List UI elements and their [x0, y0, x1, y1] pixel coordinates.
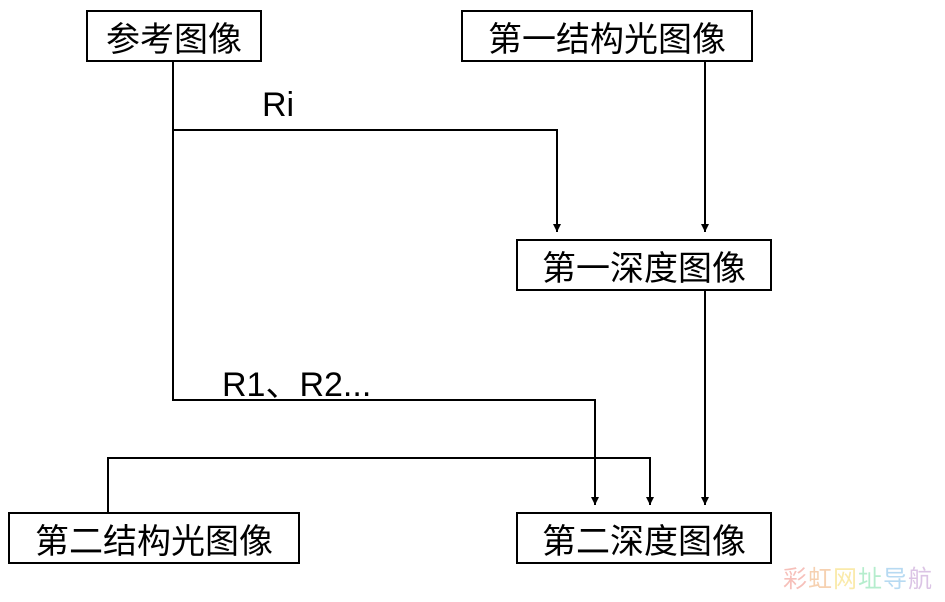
- node-first-struct-light: 第一结构光图像: [461, 10, 753, 62]
- node-second-struct-light: 第二结构光图像: [8, 512, 300, 564]
- node-second-depth: 第二深度图像: [516, 512, 772, 564]
- node-label: 第二深度图像: [542, 514, 746, 563]
- node-label: 第一深度图像: [542, 241, 746, 290]
- node-ref-image: 参考图像: [86, 10, 262, 62]
- edge-label-text: R1、R2...: [222, 366, 371, 404]
- edge-second-struct-to-second-depth: [108, 458, 650, 512]
- node-label: 参考图像: [106, 12, 242, 61]
- edge-ref-to-first-depth: [173, 62, 557, 232]
- node-label: 第一结构光图像: [488, 12, 726, 61]
- edge-label-ri: Ri: [262, 86, 294, 125]
- watermark: 彩虹网址导航: [783, 559, 933, 594]
- node-first-depth: 第一深度图像: [516, 239, 772, 291]
- node-label: 第二结构光图像: [35, 514, 273, 563]
- edge-ref-to-second-depth: [173, 130, 595, 505]
- edge-label-r1r2: R1、R2...: [222, 357, 371, 406]
- edge-label-text: Ri: [262, 86, 294, 124]
